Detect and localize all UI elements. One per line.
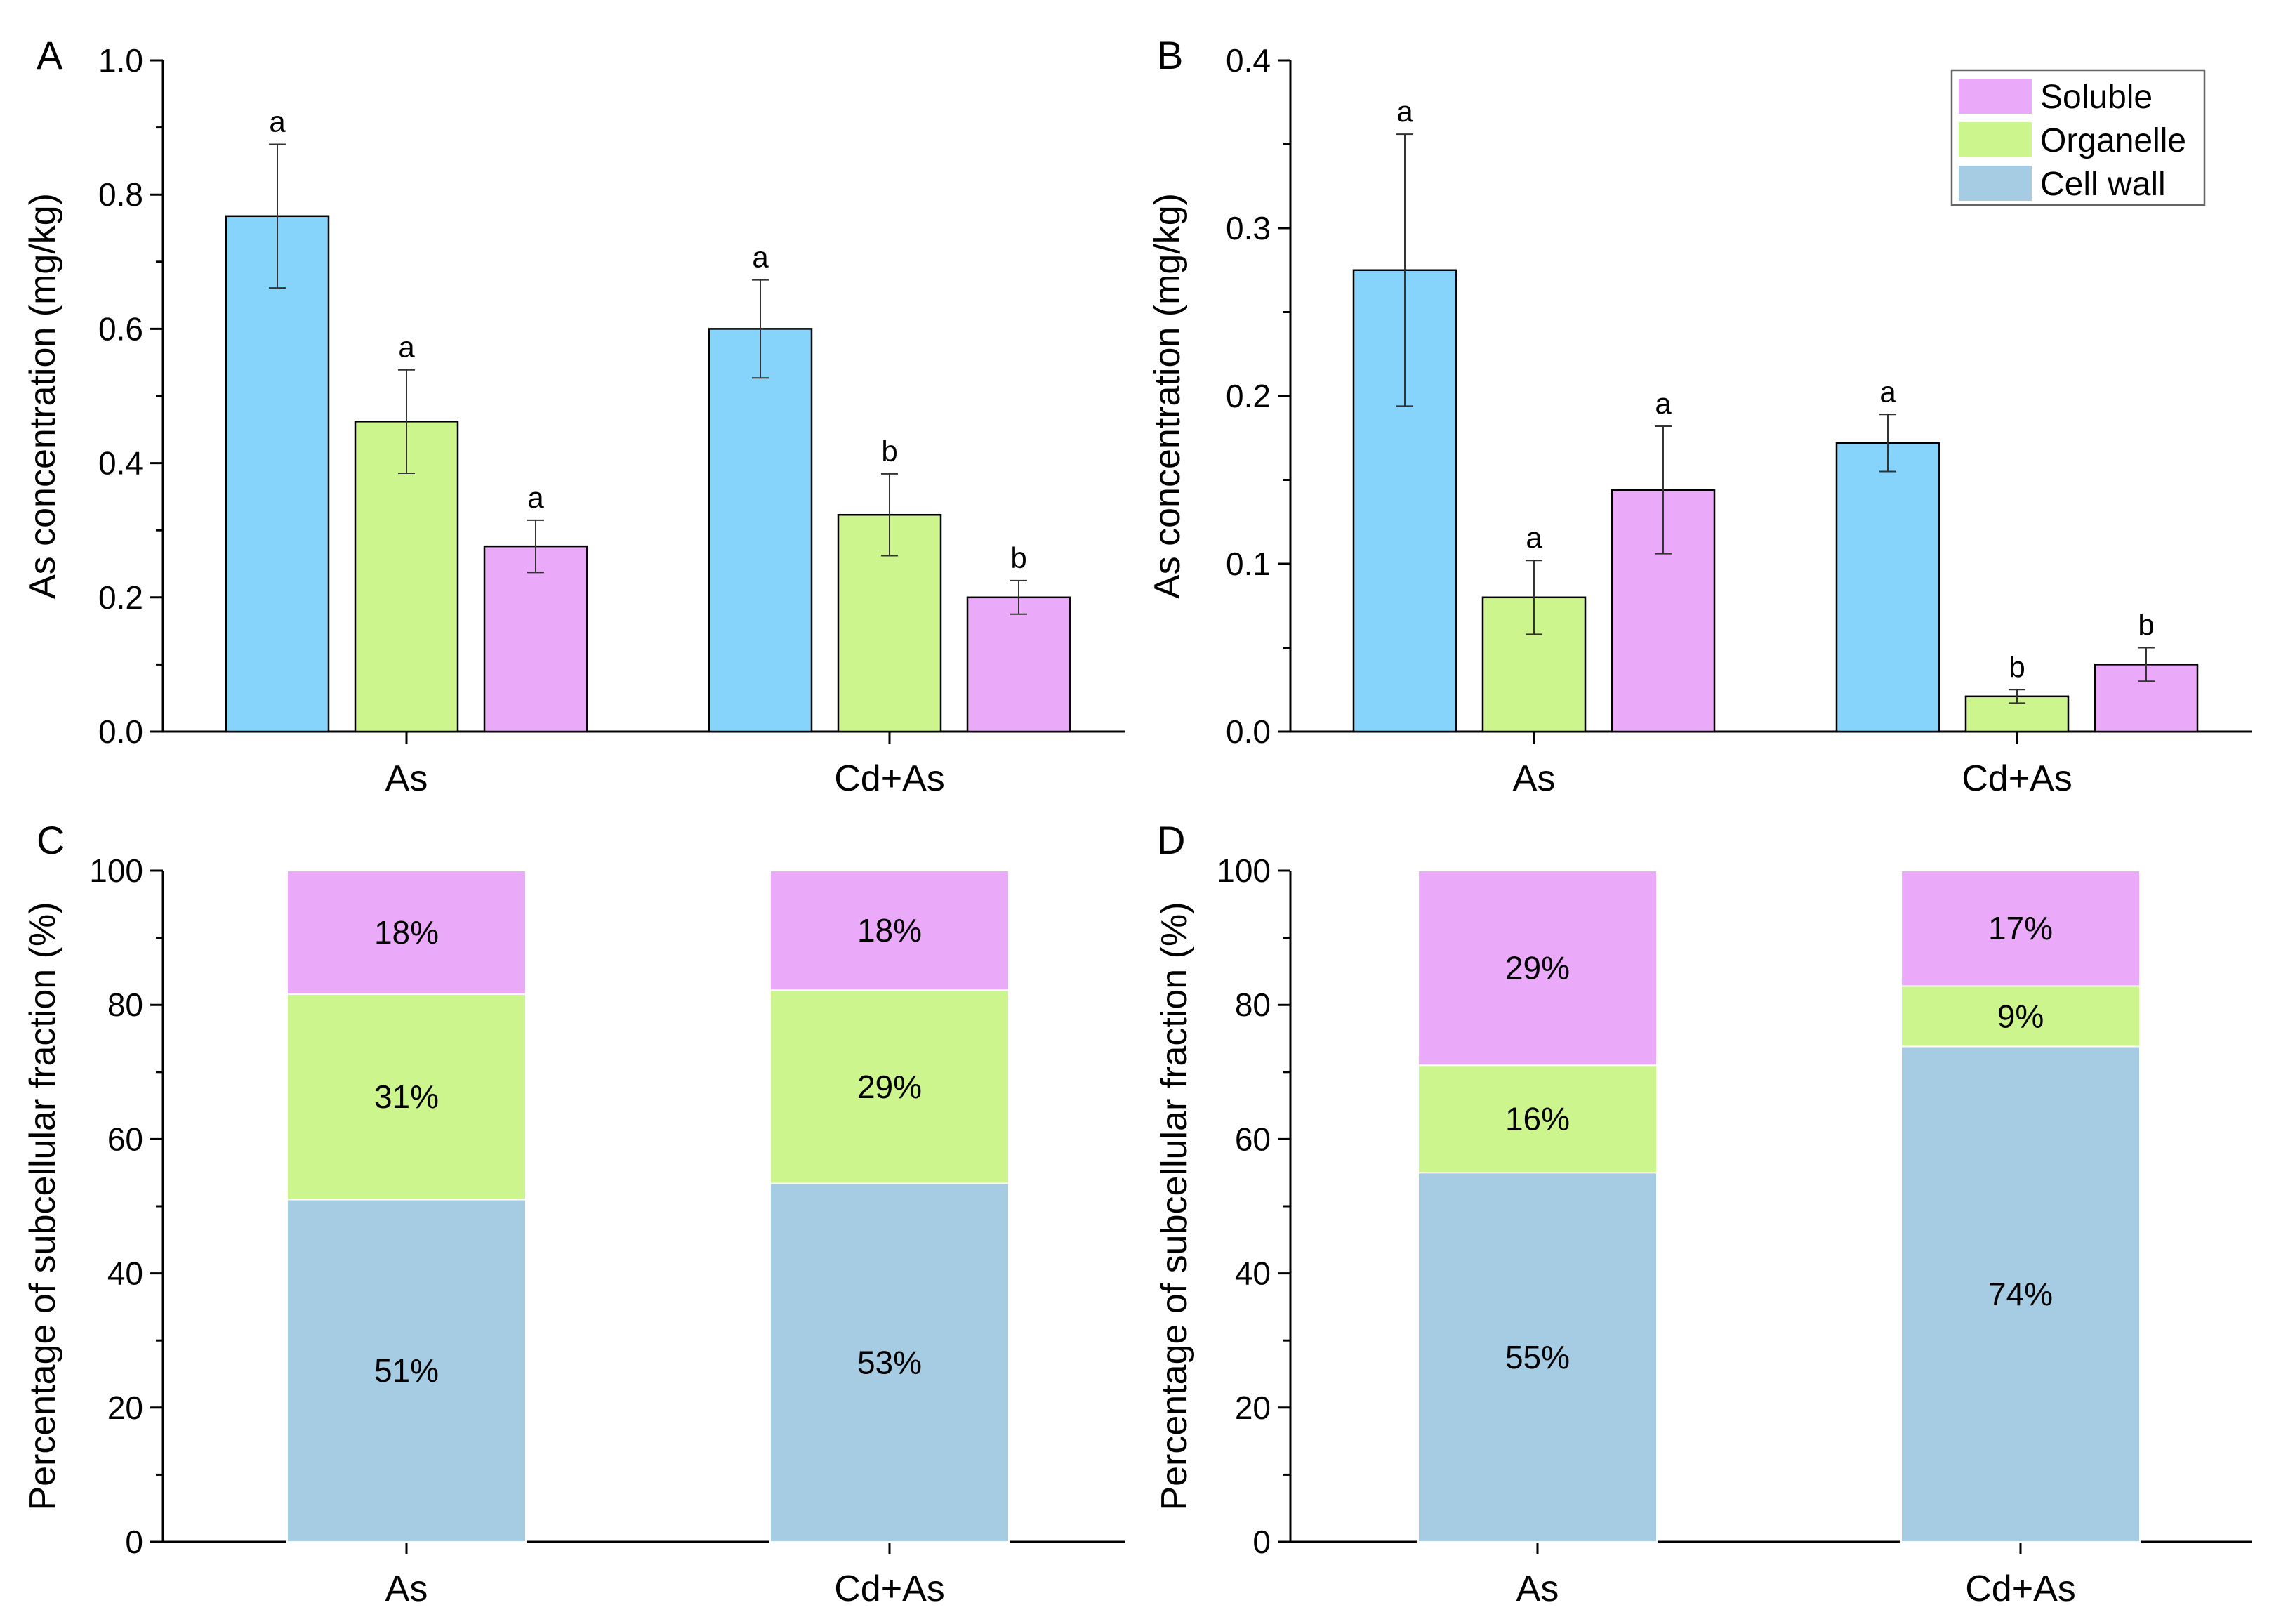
- significance-letter: a: [269, 105, 286, 138]
- legend-label: Cell wall: [2040, 166, 2166, 203]
- panel-d: D 0 20 40 60 80 100 Percentage of subcellular f…: [1154, 818, 2252, 1609]
- x-category-label: Cd+As: [834, 1569, 945, 1609]
- y-tick-label: 60: [107, 1121, 143, 1157]
- significance-letter: b: [1010, 541, 1026, 574]
- y-tick-label: 100: [89, 852, 143, 889]
- significance-letter: b: [881, 435, 897, 468]
- y-tick-label: 0.4: [98, 445, 143, 482]
- y-tick-label: 60: [1235, 1121, 1271, 1157]
- y-tick-label: 0.0: [98, 713, 143, 750]
- y-tick-label: 0: [1252, 1524, 1271, 1560]
- y-tick-label: 1.0: [98, 42, 143, 79]
- y-tick-label: 20: [1235, 1389, 1271, 1426]
- percentage-label: 29%: [857, 1069, 922, 1105]
- y-tick-label: 0.0: [1226, 713, 1271, 750]
- y-tick-label: 0.3: [1226, 210, 1271, 246]
- x-category-label: Cd+As: [1962, 758, 2072, 799]
- segment-organelle: [769, 989, 1010, 1184]
- bar-soluble: [966, 596, 1071, 733]
- y-tick-label: 0.2: [1226, 378, 1271, 414]
- percentage-label: 53%: [857, 1345, 922, 1381]
- y-tick-label: 0.8: [98, 176, 143, 213]
- y-tick-label: 0.1: [1226, 546, 1271, 582]
- panel-a: A 0.0 0.2 0.4 0.6 0.8 1.0 As concentration (mg/…: [22, 33, 1125, 799]
- percentage-label: 18%: [374, 914, 439, 951]
- y-axis-title: Percentage of subcellular fraction (%): [22, 902, 63, 1510]
- segment-cell-wall: [286, 1199, 527, 1543]
- x-category-label: As: [1513, 758, 1556, 799]
- x-category-label: Cd+As: [1965, 1569, 2076, 1609]
- bar-cell-wall: [1835, 442, 1940, 733]
- x-category-label: Cd+As: [834, 758, 945, 799]
- significance-letter: b: [2138, 609, 2154, 642]
- legend-swatch-soluble: [1959, 79, 2032, 114]
- segment-soluble: [1417, 870, 1658, 1067]
- y-axis-title: As concentration (mg/kg): [22, 193, 63, 599]
- y-tick-label: 20: [107, 1389, 143, 1426]
- segment-organelle: [1417, 1064, 1658, 1174]
- y-tick-label: 40: [107, 1255, 143, 1292]
- segment-cell-wall: [1900, 1045, 2141, 1543]
- y-tick-label: 80: [1235, 986, 1271, 1023]
- legend-label: Soluble: [2040, 79, 2153, 116]
- panel-c: C 0 20 40 60 80 100 Percentage of subcellular f…: [22, 818, 1125, 1609]
- panel-letter: B: [1157, 33, 1183, 77]
- panel-b: B 0.0 0.1 0.2 0.3 0.4 As concentration (mg/kg)…: [1147, 33, 2252, 799]
- percentage-label: 74%: [1988, 1276, 2053, 1312]
- segment-organelle: [1900, 985, 2141, 1048]
- panel-letter: C: [37, 818, 65, 862]
- percentage-label: 51%: [374, 1352, 439, 1389]
- y-tick-label: 0: [125, 1524, 143, 1560]
- y-tick-label: 0.4: [1226, 42, 1271, 79]
- x-category-label: As: [385, 758, 428, 799]
- y-tick-label: 0.6: [98, 310, 143, 347]
- y-axis-title: Percentage of subcellular fraction (%): [1154, 902, 1195, 1510]
- significance-letter: a: [1396, 95, 1413, 128]
- y-tick-label: 40: [1235, 1255, 1271, 1292]
- bar-soluble: [483, 545, 588, 733]
- legend-label: Organelle: [2040, 122, 2186, 159]
- significance-letter: a: [527, 481, 544, 514]
- percentage-label: 31%: [374, 1078, 439, 1115]
- panel-letter: A: [37, 33, 63, 77]
- bar-cell-wall: [708, 328, 813, 733]
- segment-soluble: [1900, 870, 2141, 987]
- significance-letter: a: [1655, 387, 1672, 420]
- percentage-label: 16%: [1505, 1101, 1570, 1137]
- segment-cell-wall: [769, 1182, 1010, 1543]
- significance-letter: a: [398, 331, 415, 364]
- y-tick-label: 80: [107, 986, 143, 1023]
- significance-letter: b: [2009, 650, 2025, 683]
- y-tick-label: 0.2: [98, 579, 143, 616]
- y-axis-title: As concentration (mg/kg): [1147, 193, 1188, 599]
- y-tick-label: 100: [1217, 852, 1271, 889]
- percentage-label: 17%: [1988, 910, 2053, 946]
- legend: Soluble Organelle Cell wall: [1950, 69, 2206, 206]
- segment-soluble: [769, 870, 1010, 991]
- significance-letter: a: [1526, 521, 1542, 554]
- significance-letter: a: [752, 241, 769, 274]
- percentage-label: 55%: [1505, 1339, 1570, 1375]
- segment-organelle: [286, 993, 527, 1201]
- x-category-label: As: [1516, 1569, 1559, 1609]
- percentage-label: 29%: [1505, 950, 1570, 986]
- significance-letter: a: [1879, 375, 1896, 408]
- bar-cell-wall: [225, 215, 330, 733]
- segment-cell-wall: [1417, 1172, 1658, 1543]
- segment-soluble: [286, 870, 527, 995]
- percentage-label: 9%: [1997, 998, 2044, 1034]
- percentage-label: 18%: [857, 912, 922, 949]
- legend-swatch-cell-wall: [1959, 166, 2032, 201]
- x-category-label: As: [385, 1569, 428, 1609]
- panel-letter: D: [1157, 818, 1185, 862]
- legend-swatch-organelle: [1959, 122, 2032, 157]
